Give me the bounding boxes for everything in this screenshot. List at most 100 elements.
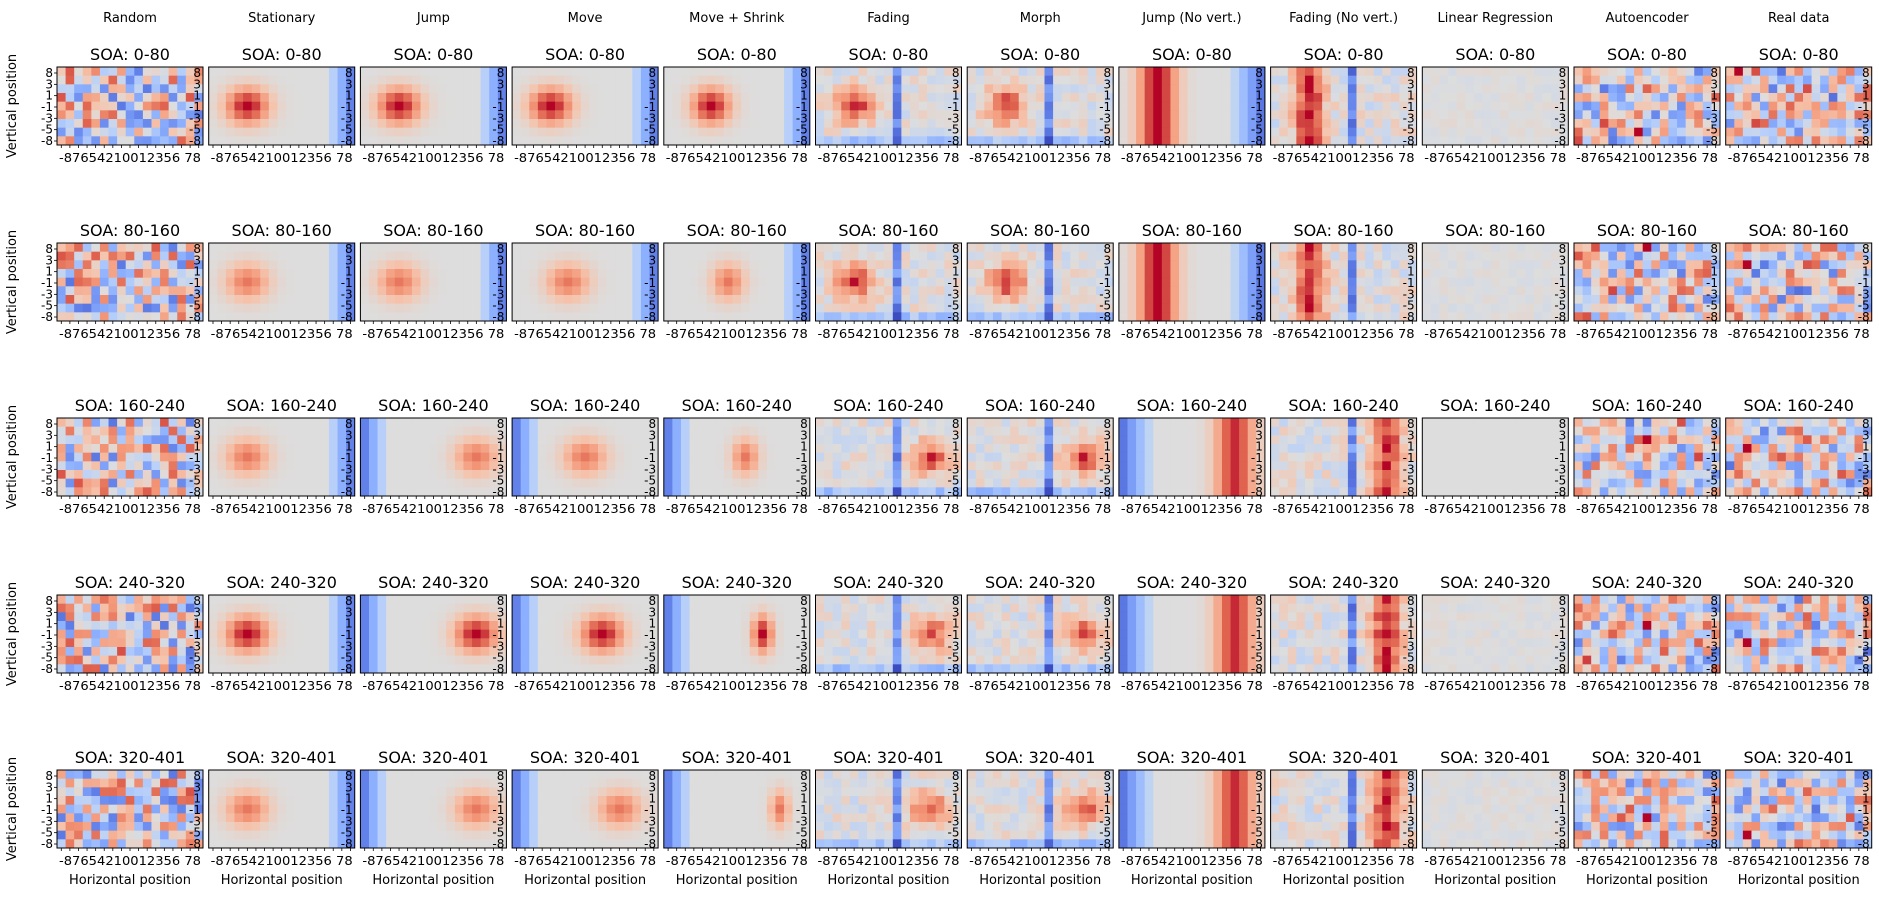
heatmap-cell: [217, 110, 227, 120]
heatmap-cell: [1144, 93, 1154, 103]
heatmap-cell: [1668, 127, 1678, 137]
heatmap-cell: [377, 487, 387, 497]
right-tick-label: -8: [341, 134, 353, 148]
heatmap-cell: [311, 101, 321, 111]
heatmap-cell: [134, 75, 144, 85]
right-tick-label: 1: [1104, 265, 1112, 279]
heatmap-cell: [1078, 67, 1088, 77]
heatmap-cell: [168, 110, 178, 120]
heatmap-cell: [446, 101, 456, 111]
heatmap-cell: [849, 119, 859, 129]
heatmap-cell: [1768, 303, 1778, 313]
heatmap-cell: [623, 312, 633, 322]
heatmap-cell: [185, 119, 195, 129]
heatmap-cell: [555, 101, 565, 111]
heatmap-cell: [117, 251, 127, 261]
heatmap-cell: [437, 461, 447, 471]
heatmap-cell: [185, 286, 195, 296]
heatmap-cell: [875, 75, 885, 85]
heatmap-cell: [1551, 295, 1561, 305]
heatmap-cell: [117, 75, 127, 85]
heatmap-cell: [1811, 110, 1821, 120]
heatmap-cell: [1382, 110, 1392, 120]
heatmap-cell: [217, 470, 227, 480]
heatmap-cell: [766, 312, 776, 322]
right-tick-label: 1: [1862, 89, 1870, 103]
heatmap-cell: [801, 303, 811, 313]
heatmap-cell: [99, 312, 109, 322]
heatmap-cell: [1347, 260, 1357, 270]
heatmap-cell: [1127, 136, 1137, 146]
heatmap-cell: [732, 286, 742, 296]
heatmap-cell: [57, 295, 66, 305]
heatmap-cell: [1608, 243, 1618, 253]
heatmap-cell: [1456, 243, 1466, 253]
heatmap-cell: [775, 127, 785, 137]
right-tick-label: 3: [193, 253, 201, 267]
heatmap-cell: [615, 277, 625, 287]
heatmap-cell: [529, 243, 539, 253]
heatmap-cell: [134, 487, 144, 497]
heatmap-cell: [875, 119, 885, 129]
heatmap-cell: [429, 101, 439, 111]
heatmap-cell: [792, 303, 802, 313]
heatmap-cell: [1153, 269, 1163, 279]
heatmap-cell: [99, 478, 109, 488]
heatmap-cell: [1734, 110, 1744, 120]
heatmap-cell: [328, 119, 338, 129]
heatmap-cell: [1725, 101, 1735, 111]
heatmap-cell: [975, 260, 985, 270]
heatmap-cell: [134, 251, 144, 261]
heatmap-cell: [57, 312, 66, 322]
heatmap-cell: [1473, 136, 1483, 146]
heatmap-cell: [454, 478, 464, 488]
heatmap-cell: [1382, 136, 1392, 146]
heatmap-cell: [606, 110, 616, 120]
heatmap-cell: [1339, 75, 1349, 85]
heatmap-cell: [623, 269, 633, 279]
heatmap-cell: [225, 84, 235, 94]
heatmap-cell: [1313, 93, 1323, 103]
heatmap-cell: [91, 110, 101, 120]
left-tick-label: 1: [45, 265, 53, 279]
heatmap-cell: [1525, 303, 1535, 313]
heatmap-cell: [1118, 303, 1128, 313]
heatmap-cell: [952, 67, 962, 77]
heatmap-cell: [208, 303, 218, 313]
heatmap-cell: [1591, 303, 1601, 313]
heatmap-cell: [1863, 136, 1873, 146]
heatmap-cell: [749, 75, 759, 85]
heatmap-cell: [420, 418, 430, 428]
heatmap-cell: [723, 260, 733, 270]
heatmap-cell: [512, 84, 522, 94]
right-tick-label: 8: [1104, 242, 1112, 256]
heatmap-cell: [217, 101, 227, 111]
heatmap-cell: [892, 243, 902, 253]
heatmap-cell: [1802, 243, 1812, 253]
heatmap-cell: [801, 312, 811, 322]
right-tick-label: 1: [193, 89, 201, 103]
heatmap-cell: [849, 260, 859, 270]
heatmap-cell: [1668, 136, 1678, 146]
heatmap-cell: [597, 101, 607, 111]
heatmap-cell: [1001, 269, 1011, 279]
heatmap-cell: [394, 84, 404, 94]
heatmap-cell: [1390, 75, 1400, 85]
heatmap-cell: [992, 67, 1002, 77]
heatmap-cell: [1170, 67, 1180, 77]
heatmap-cell: [597, 93, 607, 103]
heatmap-cell: [142, 110, 152, 120]
heatmap-cell: [1279, 93, 1289, 103]
heatmap-cell: [108, 119, 118, 129]
heatmap-cell: [360, 435, 370, 445]
heatmap-cell: [1127, 243, 1137, 253]
heatmap-cell: [758, 251, 768, 261]
heatmap-cell: [841, 269, 851, 279]
heatmap-cell: [360, 487, 370, 497]
heatmap-cell: [1373, 119, 1383, 129]
heatmap-cell: [766, 119, 776, 129]
heatmap-cell: [663, 312, 673, 322]
heatmap-cell: [1001, 110, 1011, 120]
heatmap-cell: [1845, 243, 1855, 253]
heatmap-cell: [386, 101, 396, 111]
